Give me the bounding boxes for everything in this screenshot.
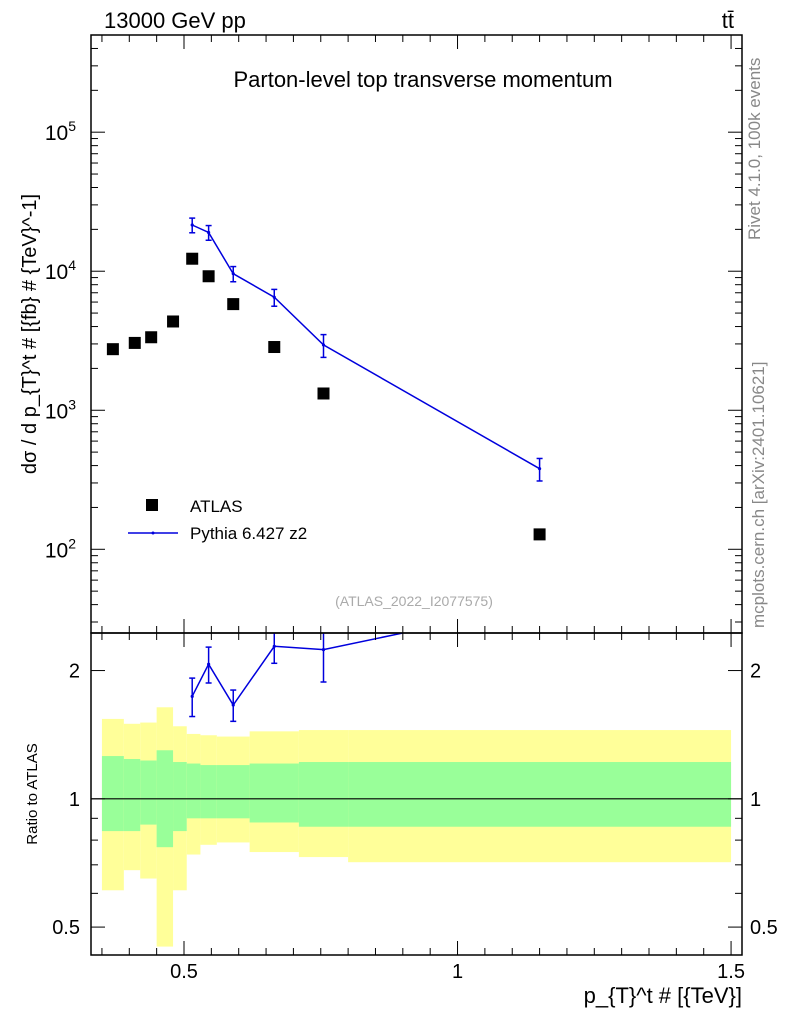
rivet-version-label: Rivet 4.1.0, 100k events [745,58,764,240]
pythia-data-point [321,343,326,347]
atlas-data-point [106,343,119,356]
ratio-y-tick-label-left: 2 [69,661,80,683]
statistical-uncertainty-band [348,762,732,827]
ratio-data-point [207,662,211,666]
y-tick-label: 102 [45,535,76,562]
main-panel-frame: 102 103 104 105 [45,34,743,634]
atlas-data-point [268,341,281,354]
ratio-y-tick-label-right: 1 [750,789,761,811]
x-tick-label: 0.5 [170,961,198,983]
ratio-data-point [321,647,326,652]
pythia-line [191,224,540,470]
process-label: tt̄ [722,8,734,33]
statistical-uncertainty-band [140,760,157,825]
ratio-y-tick-label-right: 0.5 [750,917,778,939]
legend-pythia-label: Pythia 6.427 z2 [190,524,307,543]
ratio-plot-area [91,633,742,947]
pythia-data-point [207,230,211,235]
ratio-y-axis-label: Ratio to ATLAS [24,743,41,844]
ratio-y-tick-label-left: 0.5 [52,917,80,939]
pythia-data-point [231,272,235,276]
statistical-uncertainty-band [173,762,187,832]
statistical-uncertainty-band [101,756,124,832]
statistical-uncertainty-band [216,765,250,819]
x-axis-label: p_{T}^t # [{TeV}] [584,983,742,1008]
statistical-uncertainty-band [298,762,349,827]
ratio-data-point [272,644,276,648]
legend-pythia-marker [151,531,155,535]
ratio-pythia-line [191,633,403,707]
chart-title: Parton-level top transverse momentum [233,67,612,92]
analysis-id-label: (ATLAS_2022_I2077575) [335,593,493,609]
atlas-data-point [202,270,215,283]
atlas-data-point [227,298,240,311]
source-site-label: mcplots.cern.ch [arXiv:2401.10621] [749,362,768,628]
y-tick-label: 104 [45,257,76,284]
main-panel [106,217,546,541]
statistical-uncertainty-band [186,763,201,819]
atlas-data-point [128,336,141,349]
atlas-data-point [533,528,546,541]
y-tick-label: 105 [45,118,76,145]
ratio-panel-frame: 0.5 0.5 1 1 2 2 0.5 1 1.5 [52,632,778,983]
legend: ATLAS Pythia 6.427 z2 [128,497,307,543]
ratio-y-tick-label-left: 1 [69,789,80,811]
ratio-data-point [190,694,194,698]
pythia-data-point [190,223,194,227]
atlas-data-point [317,387,330,400]
atlas-data-point [186,252,199,265]
atlas-data-point [145,331,158,344]
statistical-uncertainty-band [200,765,217,819]
pythia-data-point [537,467,542,471]
x-tick-label: 1.5 [717,961,745,983]
x-tick-label: 1 [452,961,463,983]
atlas-data-point [167,315,180,328]
legend-atlas-marker [146,499,158,511]
legend-atlas-label: ATLAS [190,497,243,516]
pythia-data-point [272,295,276,299]
statistical-uncertainty-band [249,763,299,823]
y-tick-label: 103 [45,396,76,423]
main-y-axis-label: dσ / d p_{T}^t # [{fb} # {TeV}^-1] [19,194,41,474]
statistical-uncertainty-band [123,759,141,832]
ratio-panel [91,633,742,947]
ratio-data-point [231,703,235,707]
beam-label: 13000 GeV pp [104,8,246,33]
ratio-y-tick-label-right: 2 [750,661,761,683]
